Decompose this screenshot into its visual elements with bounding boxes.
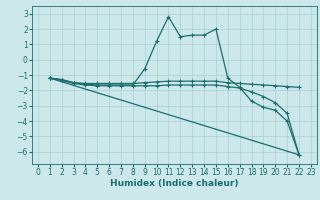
X-axis label: Humidex (Indice chaleur): Humidex (Indice chaleur) (110, 179, 239, 188)
